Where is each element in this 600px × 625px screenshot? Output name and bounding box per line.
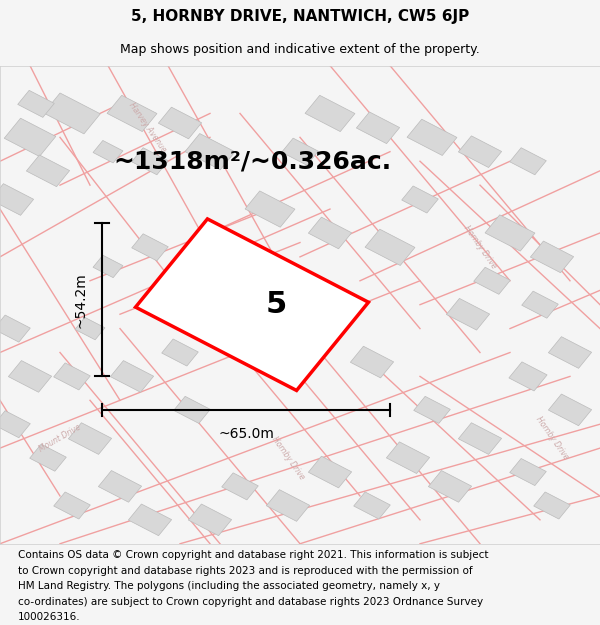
Polygon shape <box>522 291 558 318</box>
Polygon shape <box>534 492 570 519</box>
Polygon shape <box>26 155 70 187</box>
Polygon shape <box>365 229 415 266</box>
Polygon shape <box>54 492 90 519</box>
Polygon shape <box>485 215 535 251</box>
Polygon shape <box>509 362 547 391</box>
Text: Contains OS data © Crown copyright and database right 2021. This information is : Contains OS data © Crown copyright and d… <box>18 550 488 560</box>
Polygon shape <box>474 268 510 294</box>
Polygon shape <box>98 471 142 502</box>
Polygon shape <box>132 234 168 261</box>
Text: 5: 5 <box>265 290 287 319</box>
Polygon shape <box>407 119 457 156</box>
Polygon shape <box>414 396 450 423</box>
Polygon shape <box>44 93 100 134</box>
Polygon shape <box>266 489 310 521</box>
Polygon shape <box>446 298 490 330</box>
Text: to Crown copyright and database rights 2023 and is reproduced with the permissio: to Crown copyright and database rights 2… <box>18 566 473 576</box>
Text: Hornby Drive: Hornby Drive <box>462 224 498 271</box>
Polygon shape <box>428 471 472 502</box>
Polygon shape <box>210 243 246 271</box>
Polygon shape <box>30 444 66 471</box>
Polygon shape <box>188 504 232 536</box>
Polygon shape <box>458 136 502 168</box>
Text: Harvey Avenue: Harvey Avenue <box>127 101 167 154</box>
Polygon shape <box>128 504 172 536</box>
Polygon shape <box>54 363 90 390</box>
Polygon shape <box>0 184 34 216</box>
Polygon shape <box>0 315 30 342</box>
Polygon shape <box>132 148 168 175</box>
Polygon shape <box>230 298 274 330</box>
Polygon shape <box>350 346 394 378</box>
Polygon shape <box>93 141 123 163</box>
Polygon shape <box>93 255 123 278</box>
Text: Map shows position and indicative extent of the property.: Map shows position and indicative extent… <box>120 42 480 56</box>
Polygon shape <box>402 186 438 213</box>
Polygon shape <box>162 339 198 366</box>
Text: co-ordinates) are subject to Crown copyright and database rights 2023 Ordnance S: co-ordinates) are subject to Crown copyr… <box>18 596 483 606</box>
Polygon shape <box>548 394 592 426</box>
Polygon shape <box>136 219 368 391</box>
Polygon shape <box>75 318 105 340</box>
Polygon shape <box>530 241 574 272</box>
Polygon shape <box>305 95 355 132</box>
Text: ~65.0m: ~65.0m <box>218 427 274 441</box>
Polygon shape <box>308 217 352 249</box>
Text: Hornby Drive: Hornby Drive <box>534 415 570 462</box>
Polygon shape <box>458 422 502 454</box>
Text: HM Land Registry. The polygons (including the associated geometry, namely x, y: HM Land Registry. The polygons (includin… <box>18 581 440 591</box>
Polygon shape <box>8 361 52 392</box>
Polygon shape <box>0 411 30 437</box>
Polygon shape <box>510 459 546 486</box>
Text: ~1318m²/~0.326ac.: ~1318m²/~0.326ac. <box>113 149 391 173</box>
Polygon shape <box>294 329 330 356</box>
Text: 100026316.: 100026316. <box>18 612 80 622</box>
Polygon shape <box>107 95 157 132</box>
Text: Mount Drive: Mount Drive <box>38 423 82 454</box>
Polygon shape <box>4 118 56 156</box>
Polygon shape <box>510 148 546 175</box>
Polygon shape <box>185 134 235 170</box>
Polygon shape <box>356 112 400 144</box>
Polygon shape <box>282 138 318 165</box>
Polygon shape <box>354 492 390 519</box>
Polygon shape <box>158 107 202 139</box>
Text: ~54.2m: ~54.2m <box>74 272 88 328</box>
Polygon shape <box>18 91 54 118</box>
Polygon shape <box>245 191 295 228</box>
Polygon shape <box>308 456 352 488</box>
Polygon shape <box>548 337 592 368</box>
Polygon shape <box>110 361 154 392</box>
Polygon shape <box>174 396 210 423</box>
Polygon shape <box>68 422 112 454</box>
Text: Hornby Drive: Hornby Drive <box>270 434 306 481</box>
Polygon shape <box>222 473 258 500</box>
Polygon shape <box>386 442 430 474</box>
Text: 5, HORNBY DRIVE, NANTWICH, CW5 6JP: 5, HORNBY DRIVE, NANTWICH, CW5 6JP <box>131 9 469 24</box>
